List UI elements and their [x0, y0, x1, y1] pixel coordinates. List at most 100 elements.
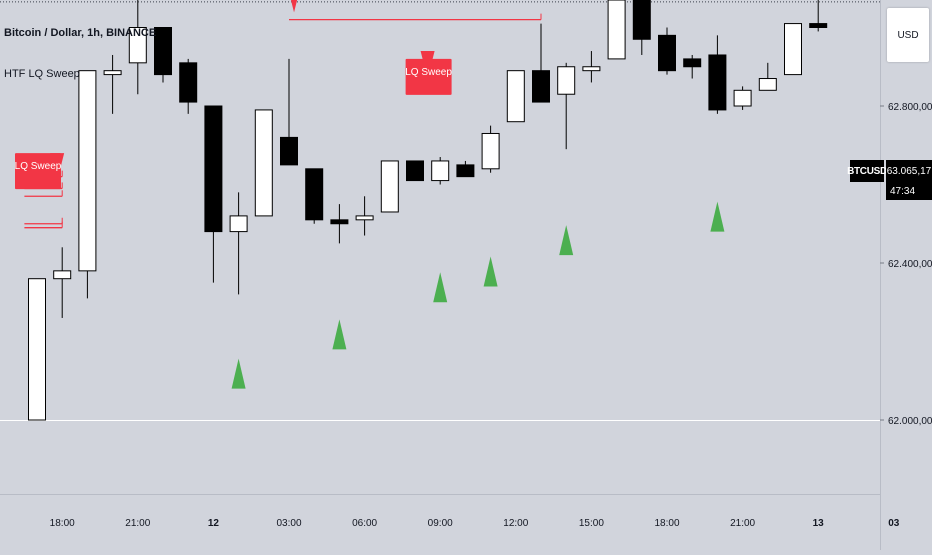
symbol-badge: BTCUSD	[847, 160, 887, 182]
candle-body	[305, 168, 324, 221]
chart-title: Bitcoin / Dollar, 1h, BINANCE	[4, 27, 157, 39]
x-tick-label: 13	[813, 518, 825, 529]
candle-body	[28, 278, 46, 421]
candle[interactable]	[53, 247, 72, 318]
sweep-label-box	[15, 153, 61, 190]
y-tick-label: 62.800,00	[888, 102, 932, 113]
candle-body	[431, 160, 450, 182]
candle-body	[204, 105, 223, 233]
candle-body	[658, 34, 676, 72]
candle[interactable]	[28, 278, 46, 421]
x-tick-label: 12	[208, 518, 220, 529]
candle-body	[809, 23, 828, 29]
price-badge: BTCUSD 63.065,17 47:34	[847, 153, 932, 223]
candle[interactable]	[78, 70, 97, 299]
candle[interactable]	[784, 23, 802, 76]
candle-body	[128, 27, 147, 64]
candle-body	[53, 270, 72, 280]
indicator-name[interactable]: HTF LQ Sweep	[4, 68, 80, 80]
candle-body	[406, 160, 424, 182]
y-tick-label: 62.000,00	[888, 416, 932, 427]
candle[interactable]	[658, 27, 676, 75]
candle[interactable]	[305, 168, 324, 224]
candle-body	[607, 0, 626, 60]
sweep-label: LQ Sweep	[405, 58, 452, 95]
candle[interactable]	[103, 54, 122, 114]
candle-body	[103, 70, 122, 76]
candle-body	[683, 58, 702, 68]
candle[interactable]	[330, 204, 349, 244]
up-triangle-marker	[483, 256, 498, 287]
candle[interactable]	[254, 109, 273, 217]
candle-body	[557, 66, 576, 95]
up-triangle-marker	[710, 201, 725, 232]
candle-body	[708, 54, 727, 111]
sweep-label-text: LQ Sweep	[405, 67, 452, 78]
candle[interactable]	[456, 160, 475, 178]
candle[interactable]	[128, 0, 147, 95]
candle[interactable]	[506, 70, 525, 123]
candle-body	[78, 70, 97, 272]
x-tick-label: 06:00	[352, 518, 377, 529]
candle[interactable]	[179, 58, 198, 114]
candle[interactable]	[355, 196, 374, 236]
candle[interactable]	[532, 23, 550, 103]
candle[interactable]	[809, 0, 828, 32]
candle-body	[355, 215, 374, 221]
last-price-badge: 63.065,17	[886, 160, 932, 182]
candle[interactable]	[557, 62, 576, 150]
candle-body	[229, 215, 248, 233]
candle[interactable]	[431, 157, 450, 185]
candle-body	[532, 70, 550, 103]
candle-body	[154, 27, 172, 76]
candle-body	[380, 160, 399, 213]
candle-body	[280, 136, 298, 166]
candle[interactable]	[708, 35, 727, 114]
up-triangle-marker	[433, 272, 448, 303]
candle-body	[582, 66, 601, 72]
candle-body	[456, 164, 475, 178]
candle[interactable]	[733, 86, 752, 110]
candle[interactable]	[582, 51, 601, 83]
x-tick-label: 03:00	[276, 518, 301, 529]
candle-body	[758, 78, 777, 91]
candle[interactable]	[229, 192, 248, 295]
candle[interactable]	[154, 27, 172, 83]
down-triangle-marker	[290, 0, 298, 13]
candle[interactable]	[204, 105, 223, 283]
candle[interactable]	[607, 0, 626, 60]
candle[interactable]	[280, 58, 298, 166]
sweep-label-box	[405, 58, 452, 95]
candle[interactable]	[683, 54, 702, 79]
currency-button[interactable]: USD	[887, 8, 929, 62]
candle-body	[506, 70, 525, 123]
candle[interactable]	[632, 0, 651, 55]
candle[interactable]	[406, 160, 424, 182]
candle[interactable]	[758, 62, 777, 91]
x-tick-label: 18:00	[654, 518, 679, 529]
candle[interactable]	[481, 125, 500, 173]
candle[interactable]	[380, 160, 399, 213]
x-tick-label: 18:00	[50, 518, 75, 529]
x-tick-label: 21:00	[730, 518, 755, 529]
bar-countdown: 47:34	[886, 182, 932, 200]
sweep-label: LQ Sweep	[15, 153, 62, 190]
candle-body	[330, 219, 349, 225]
x-tick-label: 15:00	[579, 518, 604, 529]
x-tick-label: 12:00	[503, 518, 528, 529]
candle-body	[179, 62, 198, 103]
currency-label: USD	[897, 30, 919, 41]
up-triangle-marker	[559, 225, 574, 256]
y-tick-label: 62.400,00	[888, 259, 932, 270]
x-tick-label: 09:00	[428, 518, 453, 529]
candle-body	[733, 89, 752, 107]
x-tick-label: 21:00	[125, 518, 150, 529]
up-triangle-marker	[332, 319, 347, 350]
candle-body	[784, 23, 802, 76]
candle-body	[254, 109, 273, 217]
sweep-label-text: LQ Sweep	[15, 161, 62, 172]
x-tick-label: 03	[888, 518, 900, 529]
